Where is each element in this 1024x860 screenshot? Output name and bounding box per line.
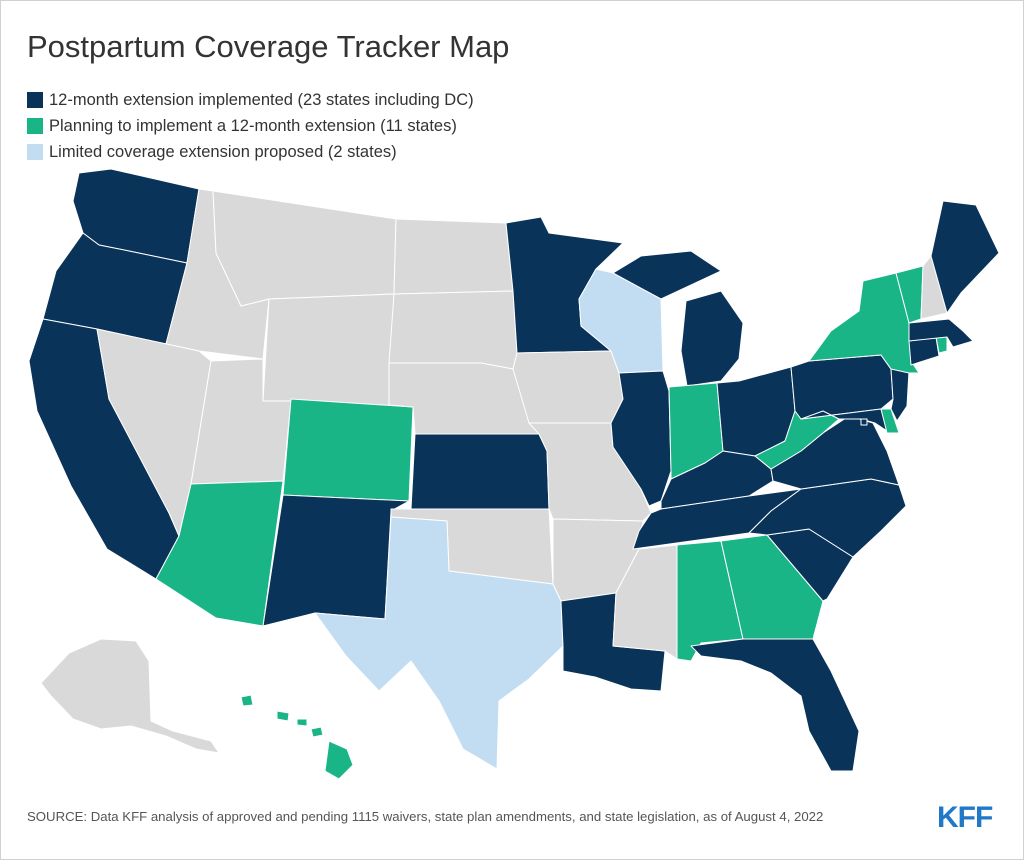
legend-label-planning: Planning to implement a 12-month extensi…	[49, 116, 457, 135]
state-IL[interactable]	[610, 370, 672, 507]
legend-item-planning[interactable]: Planning to implement a 12-month extensi…	[27, 113, 474, 139]
legend-swatch-limited	[27, 144, 43, 160]
state-MI[interactable]	[612, 250, 744, 387]
state-ND[interactable]	[393, 218, 514, 295]
state-AK[interactable]	[40, 638, 220, 754]
legend: 12-month extension implemented (23 state…	[27, 87, 474, 165]
state-GA[interactable]	[720, 534, 824, 640]
map-title: Postpartum Coverage Tracker Map	[27, 29, 510, 64]
state-FL[interactable]	[690, 638, 860, 772]
legend-label-limited: Limited coverage extension proposed (2 s…	[49, 142, 397, 161]
state-NJ[interactable]	[890, 368, 910, 422]
state-DC[interactable]	[860, 418, 868, 426]
state-AZ[interactable]	[155, 480, 284, 627]
legend-swatch-planning	[27, 118, 43, 134]
state-KS[interactable]	[410, 433, 550, 510]
kff-logo[interactable]: KFF	[937, 801, 993, 834]
state-ME[interactable]	[930, 200, 1000, 314]
legend-item-limited[interactable]: Limited coverage extension proposed (2 s…	[27, 139, 474, 165]
legend-swatch-implemented	[27, 92, 43, 108]
state-DE[interactable]	[880, 408, 900, 434]
state-MT[interactable]	[212, 190, 397, 307]
state-TX[interactable]	[314, 516, 564, 770]
legend-label-implemented: 12-month extension implemented (23 state…	[49, 90, 474, 109]
state-HI[interactable]	[240, 694, 354, 780]
state-CO[interactable]	[282, 398, 414, 502]
legend-item-implemented[interactable]: 12-month extension implemented (23 state…	[27, 87, 474, 113]
state-CT[interactable]	[908, 336, 940, 366]
state-IA[interactable]	[512, 350, 624, 424]
state-SD[interactable]	[388, 290, 518, 370]
state-NC[interactable]	[748, 478, 907, 558]
state-WY[interactable]	[262, 293, 395, 410]
state-MA[interactable]	[908, 318, 974, 348]
source-note: SOURCE: Data KFF analysis of approved an…	[27, 809, 824, 824]
